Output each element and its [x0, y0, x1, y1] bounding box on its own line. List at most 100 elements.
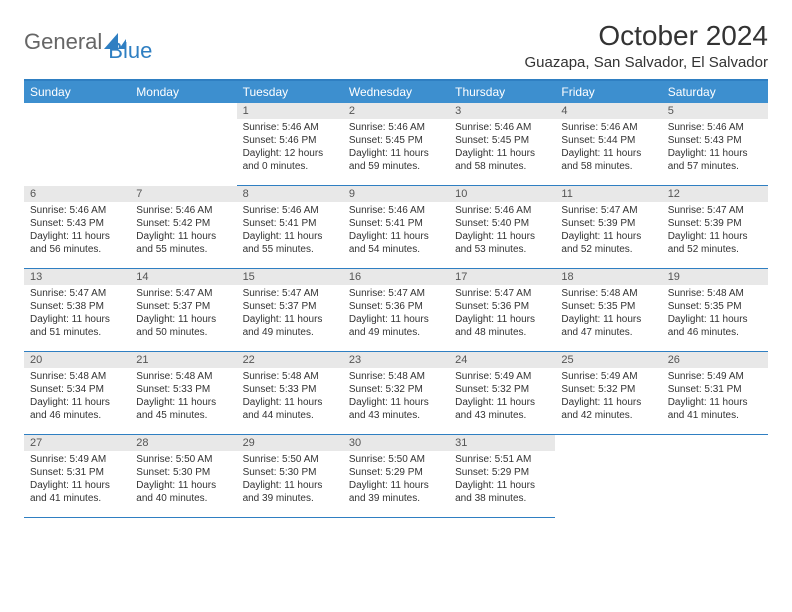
calendar-cell [24, 103, 130, 186]
day-number: 18 [555, 269, 661, 285]
day-content: Sunrise: 5:50 AMSunset: 5:30 PMDaylight:… [130, 451, 236, 509]
calendar-cell: 13Sunrise: 5:47 AMSunset: 5:38 PMDayligh… [24, 269, 130, 352]
calendar-cell: 15Sunrise: 5:47 AMSunset: 5:37 PMDayligh… [237, 269, 343, 352]
sunset-line: Sunset: 5:30 PM [136, 467, 210, 478]
weekday-header: Friday [555, 80, 661, 103]
sunrise-line: Sunrise: 5:46 AM [455, 205, 531, 216]
calendar-cell [555, 435, 661, 518]
sunrise-line: Sunrise: 5:48 AM [243, 371, 319, 382]
calendar-cell: 30Sunrise: 5:50 AMSunset: 5:29 PMDayligh… [343, 435, 449, 518]
day-number: 14 [130, 269, 236, 285]
calendar-row: 27Sunrise: 5:49 AMSunset: 5:31 PMDayligh… [24, 435, 768, 518]
sunset-line: Sunset: 5:39 PM [561, 218, 635, 229]
calendar-cell: 28Sunrise: 5:50 AMSunset: 5:30 PMDayligh… [130, 435, 236, 518]
day-number: 1 [237, 103, 343, 119]
day-content: Sunrise: 5:47 AMSunset: 5:36 PMDaylight:… [449, 285, 555, 343]
calendar-row: 20Sunrise: 5:48 AMSunset: 5:34 PMDayligh… [24, 352, 768, 435]
daylight-line: Daylight: 11 hours and 39 minutes. [243, 480, 323, 504]
day-number: 3 [449, 103, 555, 119]
calendar-cell: 2Sunrise: 5:46 AMSunset: 5:45 PMDaylight… [343, 103, 449, 186]
sunset-line: Sunset: 5:31 PM [30, 467, 104, 478]
day-number: 11 [555, 186, 661, 202]
calendar-cell: 3Sunrise: 5:46 AMSunset: 5:45 PMDaylight… [449, 103, 555, 186]
day-number: 5 [662, 103, 768, 119]
calendar-cell: 31Sunrise: 5:51 AMSunset: 5:29 PMDayligh… [449, 435, 555, 518]
sunset-line: Sunset: 5:37 PM [136, 301, 210, 312]
sunrise-line: Sunrise: 5:48 AM [349, 371, 425, 382]
logo-text-gray: General [24, 29, 102, 54]
calendar-cell: 27Sunrise: 5:49 AMSunset: 5:31 PMDayligh… [24, 435, 130, 518]
sunrise-line: Sunrise: 5:46 AM [243, 205, 319, 216]
day-number: 7 [130, 186, 236, 202]
sunset-line: Sunset: 5:38 PM [30, 301, 104, 312]
day-content: Sunrise: 5:47 AMSunset: 5:37 PMDaylight:… [237, 285, 343, 343]
sunrise-line: Sunrise: 5:48 AM [668, 288, 744, 299]
day-content: Sunrise: 5:48 AMSunset: 5:35 PMDaylight:… [662, 285, 768, 343]
day-content: Sunrise: 5:48 AMSunset: 5:35 PMDaylight:… [555, 285, 661, 343]
calendar-cell: 29Sunrise: 5:50 AMSunset: 5:30 PMDayligh… [237, 435, 343, 518]
calendar-cell: 24Sunrise: 5:49 AMSunset: 5:32 PMDayligh… [449, 352, 555, 435]
sunset-line: Sunset: 5:40 PM [455, 218, 529, 229]
sunrise-line: Sunrise: 5:46 AM [455, 122, 531, 133]
calendar-cell: 7Sunrise: 5:46 AMSunset: 5:42 PMDaylight… [130, 186, 236, 269]
calendar-cell: 5Sunrise: 5:46 AMSunset: 5:43 PMDaylight… [662, 103, 768, 186]
sunset-line: Sunset: 5:33 PM [136, 384, 210, 395]
weekday-header: Thursday [449, 80, 555, 103]
sunset-line: Sunset: 5:32 PM [349, 384, 423, 395]
day-content: Sunrise: 5:47 AMSunset: 5:39 PMDaylight:… [662, 202, 768, 260]
calendar-cell: 9Sunrise: 5:46 AMSunset: 5:41 PMDaylight… [343, 186, 449, 269]
daylight-line: Daylight: 11 hours and 55 minutes. [136, 231, 216, 255]
day-number: 30 [343, 435, 449, 451]
sunset-line: Sunset: 5:41 PM [349, 218, 423, 229]
day-content: Sunrise: 5:48 AMSunset: 5:34 PMDaylight:… [24, 368, 130, 426]
sunrise-line: Sunrise: 5:49 AM [30, 454, 106, 465]
sunrise-line: Sunrise: 5:46 AM [349, 205, 425, 216]
day-content: Sunrise: 5:46 AMSunset: 5:45 PMDaylight:… [343, 119, 449, 177]
day-number: 8 [237, 186, 343, 202]
sunset-line: Sunset: 5:30 PM [243, 467, 317, 478]
weekday-header: Wednesday [343, 80, 449, 103]
day-content: Sunrise: 5:46 AMSunset: 5:45 PMDaylight:… [449, 119, 555, 177]
day-number: 16 [343, 269, 449, 285]
day-content: Sunrise: 5:47 AMSunset: 5:36 PMDaylight:… [343, 285, 449, 343]
daylight-line: Daylight: 11 hours and 57 minutes. [668, 148, 748, 172]
calendar-cell: 11Sunrise: 5:47 AMSunset: 5:39 PMDayligh… [555, 186, 661, 269]
day-number: 24 [449, 352, 555, 368]
daylight-line: Daylight: 11 hours and 48 minutes. [455, 314, 535, 338]
daylight-line: Daylight: 11 hours and 52 minutes. [668, 231, 748, 255]
sunset-line: Sunset: 5:31 PM [668, 384, 742, 395]
daylight-line: Daylight: 11 hours and 53 minutes. [455, 231, 535, 255]
sunset-line: Sunset: 5:44 PM [561, 135, 635, 146]
daylight-line: Daylight: 11 hours and 59 minutes. [349, 148, 429, 172]
calendar-cell: 19Sunrise: 5:48 AMSunset: 5:35 PMDayligh… [662, 269, 768, 352]
daylight-line: Daylight: 11 hours and 54 minutes. [349, 231, 429, 255]
calendar-cell [130, 103, 236, 186]
day-number: 17 [449, 269, 555, 285]
day-number: 6 [24, 186, 130, 202]
calendar-cell: 22Sunrise: 5:48 AMSunset: 5:33 PMDayligh… [237, 352, 343, 435]
sunset-line: Sunset: 5:32 PM [455, 384, 529, 395]
title-block: October 2024 Guazapa, San Salvador, El S… [525, 20, 769, 71]
sunset-line: Sunset: 5:39 PM [668, 218, 742, 229]
sunrise-line: Sunrise: 5:47 AM [243, 288, 319, 299]
calendar-cell: 12Sunrise: 5:47 AMSunset: 5:39 PMDayligh… [662, 186, 768, 269]
sunrise-line: Sunrise: 5:50 AM [243, 454, 319, 465]
sunrise-line: Sunrise: 5:47 AM [561, 205, 637, 216]
sunrise-line: Sunrise: 5:46 AM [30, 205, 106, 216]
day-content: Sunrise: 5:49 AMSunset: 5:31 PMDaylight:… [24, 451, 130, 509]
logo: General Blue [24, 20, 152, 64]
sunrise-line: Sunrise: 5:49 AM [668, 371, 744, 382]
day-content: Sunrise: 5:46 AMSunset: 5:41 PMDaylight:… [237, 202, 343, 260]
day-content: Sunrise: 5:49 AMSunset: 5:32 PMDaylight:… [449, 368, 555, 426]
daylight-line: Daylight: 11 hours and 49 minutes. [349, 314, 429, 338]
sunrise-line: Sunrise: 5:47 AM [349, 288, 425, 299]
daylight-line: Daylight: 11 hours and 38 minutes. [455, 480, 535, 504]
day-number: 20 [24, 352, 130, 368]
sunrise-line: Sunrise: 5:47 AM [30, 288, 106, 299]
daylight-line: Daylight: 11 hours and 55 minutes. [243, 231, 323, 255]
calendar-cell [662, 435, 768, 518]
sunset-line: Sunset: 5:29 PM [455, 467, 529, 478]
sunset-line: Sunset: 5:33 PM [243, 384, 317, 395]
day-content: Sunrise: 5:50 AMSunset: 5:29 PMDaylight:… [343, 451, 449, 509]
daylight-line: Daylight: 11 hours and 45 minutes. [136, 397, 216, 421]
